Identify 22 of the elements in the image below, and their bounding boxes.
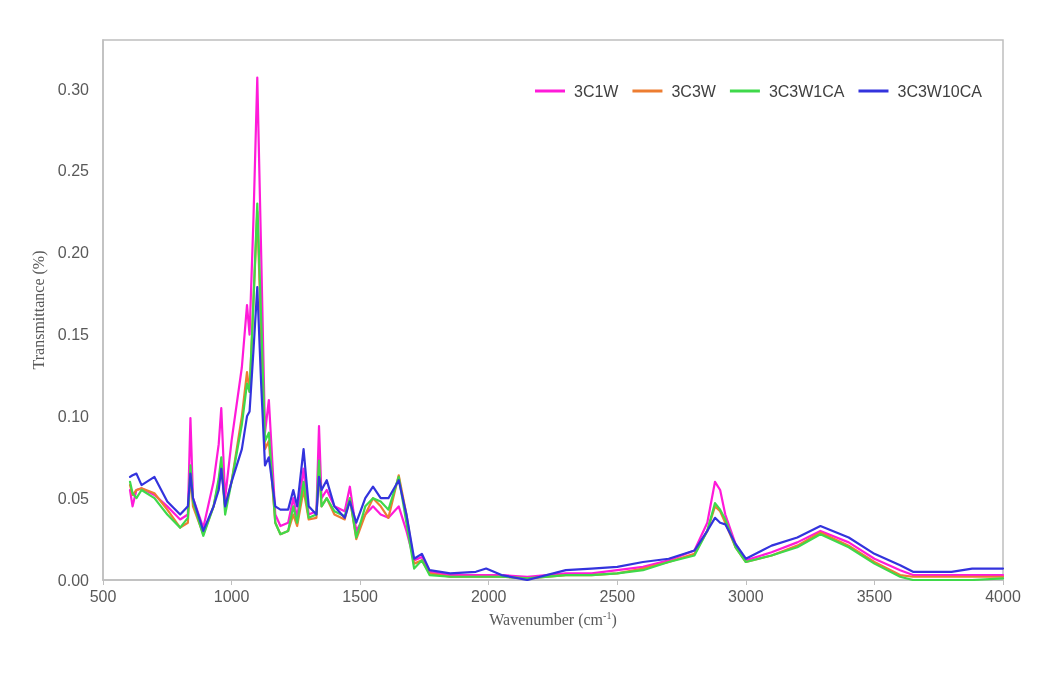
y-axis-title: Transmittance (%) xyxy=(30,250,49,370)
x-tick-label: 3000 xyxy=(728,587,764,605)
y-tick-label: 0.30 xyxy=(57,80,90,98)
x-tick-label: 2500 xyxy=(599,587,636,605)
y-tick-label: 0.10 xyxy=(57,407,90,425)
y-tick-label: 0.25 xyxy=(57,162,90,180)
x-tick-label: 500 xyxy=(89,587,117,605)
line-series xyxy=(128,76,1005,578)
y-tick-label: 0.15 xyxy=(57,326,90,344)
y-tick-label: 0.20 xyxy=(57,244,90,262)
y-tick-label: 0.05 xyxy=(57,489,90,507)
legend-label: 3C3W xyxy=(671,82,717,100)
legend-label: 3C1W xyxy=(574,82,620,100)
x-tick-label: 1500 xyxy=(342,587,379,605)
x-tick-label: 2000 xyxy=(470,587,507,605)
x-tick-label: 4000 xyxy=(985,587,1021,605)
legend-label: 3C3W1CA xyxy=(768,82,845,100)
legend-label: 3C3W10CA xyxy=(897,82,983,100)
y-tick-label: 0.00 xyxy=(57,571,90,589)
x-tick-label: 1000 xyxy=(213,587,250,605)
x-tick-label: 3500 xyxy=(856,587,893,605)
line-series xyxy=(128,285,1005,582)
